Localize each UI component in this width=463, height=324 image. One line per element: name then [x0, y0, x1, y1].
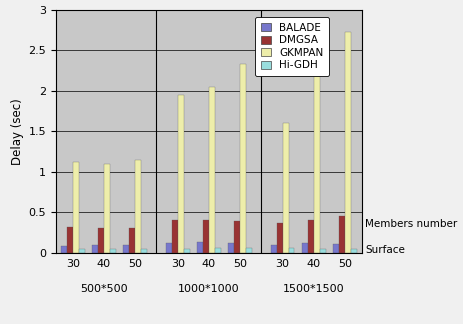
Bar: [92, 246, 98, 253]
Bar: [177, 95, 183, 253]
Bar: [123, 246, 129, 253]
Bar: [332, 244, 338, 253]
Bar: [208, 87, 214, 253]
Bar: [344, 32, 350, 253]
Text: 1000*1000: 1000*1000: [178, 284, 239, 294]
Bar: [129, 228, 135, 253]
Bar: [79, 249, 84, 253]
Bar: [166, 243, 171, 253]
Bar: [319, 249, 325, 253]
Bar: [276, 223, 282, 253]
Bar: [202, 220, 208, 253]
Bar: [270, 246, 276, 253]
Y-axis label: Delay (sec): Delay (sec): [11, 98, 24, 165]
Bar: [110, 249, 115, 253]
Bar: [282, 123, 288, 253]
Bar: [338, 216, 344, 253]
Bar: [98, 228, 104, 253]
Bar: [350, 249, 356, 253]
Bar: [73, 162, 79, 253]
Bar: [135, 160, 140, 253]
Bar: [288, 248, 294, 253]
Bar: [67, 227, 73, 253]
Text: Surface: Surface: [364, 245, 404, 255]
Bar: [183, 249, 189, 253]
Bar: [140, 249, 146, 253]
Bar: [245, 248, 251, 253]
Bar: [214, 248, 220, 253]
Bar: [61, 246, 67, 253]
Bar: [313, 53, 319, 253]
Bar: [301, 243, 307, 253]
Bar: [233, 221, 239, 253]
Bar: [197, 242, 202, 253]
Bar: [239, 64, 245, 253]
Bar: [228, 243, 233, 253]
Text: Members number: Members number: [364, 219, 456, 228]
Legend: BALADE, DMGSA, GKMPAN, Hi-GDH: BALADE, DMGSA, GKMPAN, Hi-GDH: [255, 17, 328, 75]
Text: 1500*1500: 1500*1500: [282, 284, 344, 294]
Text: 500*500: 500*500: [80, 284, 127, 294]
Bar: [171, 220, 177, 253]
Bar: [104, 164, 110, 253]
Bar: [307, 220, 313, 253]
